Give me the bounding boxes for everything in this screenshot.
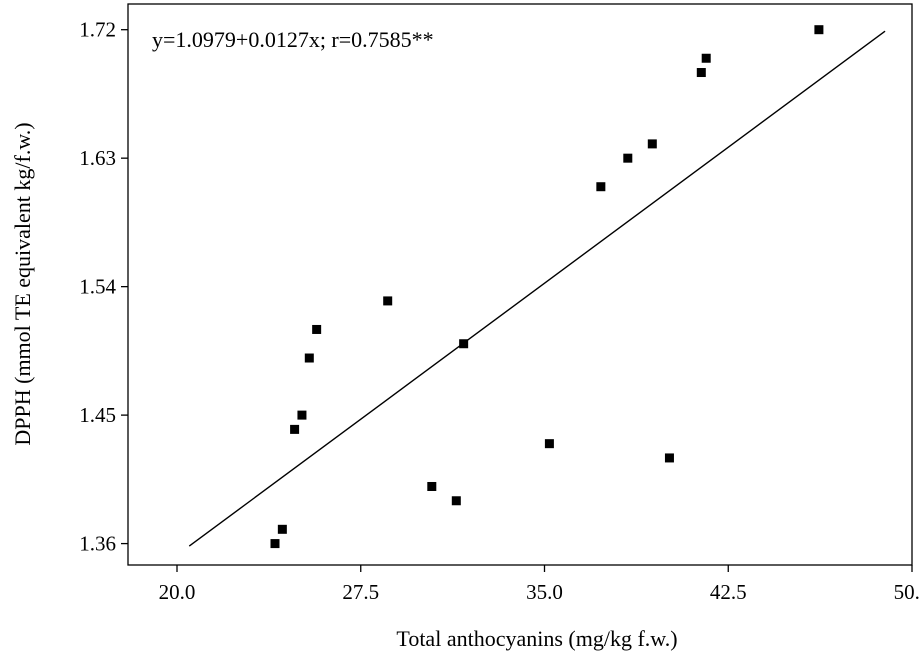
- x-tick-label: 42.5: [710, 580, 747, 604]
- data-point: [383, 296, 393, 306]
- data-point: [459, 339, 469, 349]
- data-point: [647, 139, 657, 149]
- data-point: [427, 481, 437, 491]
- data-point: [701, 53, 711, 63]
- y-tick-label: 1.54: [79, 275, 116, 299]
- data-point: [814, 25, 824, 35]
- data-point: [277, 524, 287, 534]
- regression-line-group: [188, 30, 886, 547]
- data-point: [696, 68, 706, 78]
- y-tick-label: 1.45: [79, 403, 116, 427]
- x-tick-label: 20.0: [159, 580, 196, 604]
- data-points: [270, 25, 824, 549]
- data-point: [304, 353, 314, 363]
- data-point: [664, 453, 674, 463]
- y-tick-label: 1.72: [79, 18, 116, 42]
- data-point: [312, 324, 322, 334]
- data-point: [290, 424, 300, 434]
- x-tick-label: 27.5: [342, 580, 379, 604]
- x-tick-label: 35.0: [526, 580, 563, 604]
- data-point: [623, 153, 633, 163]
- data-point: [270, 539, 280, 549]
- x-tick-label: 50.0: [894, 580, 920, 604]
- regression-line: [188, 30, 886, 547]
- x-axis-label: Total anthocyanins (mg/kg f.w.): [396, 626, 677, 651]
- y-tick-label: 1.36: [79, 532, 116, 556]
- data-point: [544, 439, 554, 449]
- y-axis-ticks: 1.36 1.45 1.54 1.63 1.72: [79, 18, 128, 556]
- data-point: [297, 410, 307, 420]
- data-point: [451, 496, 461, 506]
- data-point: [596, 182, 606, 192]
- plot-frame: [127, 3, 913, 566]
- x-axis-ticks: 20.0 27.5 35.0 42.5 50.0: [159, 565, 920, 604]
- y-axis-label: DPPH (mmol TE equivalent kg/f.w.): [10, 122, 35, 445]
- y-tick-label: 1.63: [79, 146, 116, 170]
- regression-equation: y=1.0979+0.0127x; r=0.7585**: [152, 27, 434, 52]
